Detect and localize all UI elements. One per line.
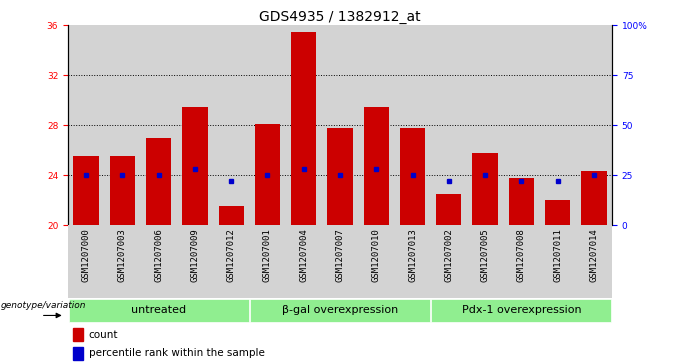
Bar	[503, 25, 539, 225]
Text: GSM1207002: GSM1207002	[444, 229, 454, 282]
Bar	[358, 225, 394, 298]
Text: GSM1207012: GSM1207012	[226, 229, 236, 282]
Bar	[394, 225, 430, 298]
Text: genotype/variation: genotype/variation	[1, 301, 86, 310]
Bar	[286, 25, 322, 225]
Bar	[177, 25, 213, 225]
Bar	[539, 25, 576, 225]
Text: GSM1207006: GSM1207006	[154, 229, 163, 282]
Text: GSM1207009: GSM1207009	[190, 229, 199, 282]
Bar	[467, 225, 503, 298]
Bar	[73, 328, 83, 341]
Bar	[177, 225, 213, 298]
Bar	[104, 25, 141, 225]
Bar	[545, 200, 571, 225]
Bar	[509, 178, 534, 225]
Bar	[436, 194, 462, 225]
Bar	[364, 106, 389, 225]
Bar	[322, 225, 358, 298]
Bar	[146, 138, 171, 225]
Text: GSM1207000: GSM1207000	[82, 229, 90, 282]
Bar	[68, 225, 104, 298]
Bar	[473, 153, 498, 225]
FancyBboxPatch shape	[69, 299, 249, 322]
Bar	[576, 25, 612, 225]
Text: percentile rank within the sample: percentile rank within the sample	[88, 348, 265, 358]
Bar	[394, 25, 430, 225]
Bar	[218, 206, 244, 225]
Bar	[430, 225, 467, 298]
Bar	[255, 124, 280, 225]
Bar	[467, 25, 503, 225]
Title: GDS4935 / 1382912_at: GDS4935 / 1382912_at	[259, 11, 421, 24]
Bar	[73, 347, 83, 360]
Bar	[250, 25, 286, 225]
Bar	[430, 25, 467, 225]
Bar	[213, 25, 250, 225]
Text: GSM1207004: GSM1207004	[299, 229, 308, 282]
Text: GSM1207011: GSM1207011	[553, 229, 562, 282]
Bar	[539, 225, 576, 298]
FancyBboxPatch shape	[431, 299, 611, 322]
Bar	[250, 225, 286, 298]
Bar	[104, 225, 141, 298]
Bar	[73, 156, 99, 225]
Bar	[581, 171, 607, 225]
Text: GSM1207007: GSM1207007	[335, 229, 345, 282]
Text: GSM1207008: GSM1207008	[517, 229, 526, 282]
Bar	[400, 128, 425, 225]
Bar	[182, 106, 207, 225]
Text: GSM1207003: GSM1207003	[118, 229, 127, 282]
Text: β-gal overexpression: β-gal overexpression	[282, 305, 398, 315]
Bar	[109, 156, 135, 225]
Text: GSM1207013: GSM1207013	[408, 229, 417, 282]
Text: GSM1207001: GSM1207001	[263, 229, 272, 282]
Bar	[322, 25, 358, 225]
Text: count: count	[88, 330, 118, 340]
Bar	[68, 25, 104, 225]
Bar	[213, 225, 250, 298]
Bar	[358, 25, 394, 225]
Bar	[503, 225, 539, 298]
Text: GSM1207010: GSM1207010	[372, 229, 381, 282]
FancyBboxPatch shape	[250, 299, 430, 322]
Bar	[286, 225, 322, 298]
Bar	[327, 128, 353, 225]
Bar	[141, 225, 177, 298]
Text: GSM1207005: GSM1207005	[481, 229, 490, 282]
Bar	[141, 25, 177, 225]
Bar	[291, 32, 316, 225]
Text: untreated: untreated	[131, 305, 186, 315]
Text: Pdx-1 overexpression: Pdx-1 overexpression	[462, 305, 581, 315]
Bar	[576, 225, 612, 298]
Text: GSM1207014: GSM1207014	[590, 229, 598, 282]
